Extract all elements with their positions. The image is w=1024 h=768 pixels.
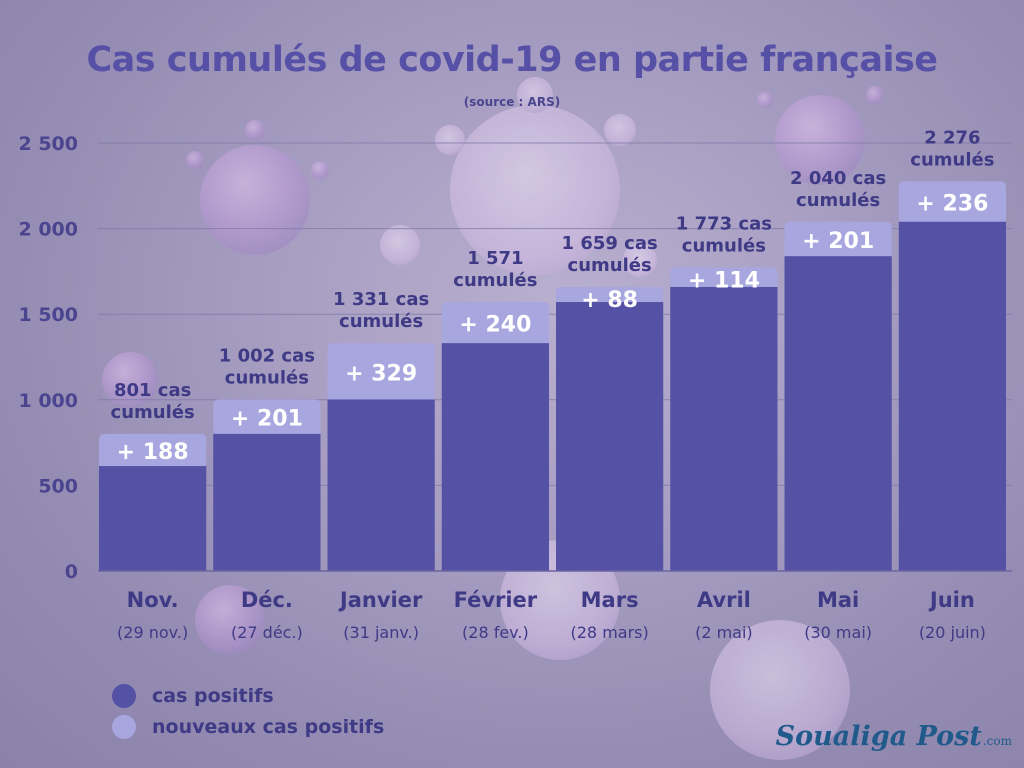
chart-legend: cas positifs nouveaux cas positifs xyxy=(112,680,384,742)
bar-segment-nouveaux-cas xyxy=(670,267,778,291)
x-category-date: (20 juin) xyxy=(919,623,986,642)
x-category-label: Juin xyxy=(928,588,975,612)
bar-segment-nouveaux-cas xyxy=(556,286,664,307)
y-tick-label: 0 xyxy=(65,561,78,583)
total-data-label: 2 040 cas xyxy=(790,168,886,189)
x-category-label: Déc. xyxy=(241,588,293,612)
x-category-label: Mai xyxy=(817,588,859,612)
total-data-label: 2 276 xyxy=(924,127,980,148)
total-data-label: cumulés xyxy=(568,255,652,276)
increment-data-label: + 114 xyxy=(688,268,760,293)
increment-data-label: + 236 xyxy=(916,192,988,217)
logo-wordmark: Soualiga Post xyxy=(775,721,982,752)
increment-data-label: + 188 xyxy=(117,440,189,465)
legend-item-nouveaux-cas: nouveaux cas positifs xyxy=(112,711,384,742)
legend-item-cas-positifs: cas positifs xyxy=(112,680,384,711)
bar-segment-cas-positifs xyxy=(898,221,1006,571)
logo-domain-suffix: .com xyxy=(982,734,1012,748)
bar-segment-cas-positifs xyxy=(327,399,435,571)
bar-segment-nouveaux-cas xyxy=(327,343,435,404)
total-data-label: cumulés xyxy=(111,402,195,423)
bar-segment-nouveaux-cas xyxy=(99,433,207,471)
x-category-label: Mars xyxy=(581,588,639,612)
y-tick-label: 1 000 xyxy=(19,390,79,412)
bar-segment-cas-positifs xyxy=(556,302,664,571)
bar-segment-cas-positifs xyxy=(670,286,778,571)
x-category-date: (31 janv.) xyxy=(343,623,419,642)
total-data-label: 1 571 xyxy=(467,248,523,269)
total-data-label: cumulés xyxy=(796,190,880,211)
total-data-label: 1 002 cas xyxy=(219,345,315,366)
increment-data-label: + 240 xyxy=(459,313,531,338)
legend-swatch-nouveaux-cas xyxy=(112,714,136,739)
bar-segment-cas-positifs xyxy=(99,466,207,571)
legend-swatch-cas-positifs xyxy=(112,683,136,708)
total-data-label: cumulés xyxy=(682,235,766,256)
bar-segment-cas-positifs xyxy=(784,256,892,571)
total-data-label: cumulés xyxy=(910,149,994,170)
increment-data-label: + 329 xyxy=(345,361,417,386)
x-category-label: Février xyxy=(454,588,538,612)
total-data-label: cumulés xyxy=(453,270,537,291)
x-category-label: Janvier xyxy=(338,588,423,612)
total-data-label: cumulés xyxy=(339,311,423,332)
x-category-date: (29 nov.) xyxy=(117,623,188,642)
bar-segment-nouveaux-cas xyxy=(898,181,1006,226)
increment-data-label: + 201 xyxy=(231,407,303,432)
bar-segment-cas-positifs xyxy=(441,343,549,571)
x-category-label: Avril xyxy=(697,588,751,612)
soualiga-post-logo[interactable]: Soualiga Post .com xyxy=(776,721,1012,752)
y-tick-label: 1 500 xyxy=(19,304,79,326)
x-category-date: (28 fev.) xyxy=(462,623,529,642)
increment-data-label: + 88 xyxy=(581,288,638,313)
total-data-label: 1 659 cas xyxy=(562,233,658,254)
increment-data-label: + 201 xyxy=(802,229,874,254)
total-data-label: cumulés xyxy=(225,367,309,388)
legend-label-cas-positifs: cas positifs xyxy=(152,684,274,707)
total-data-label: 1 331 cas xyxy=(333,289,429,310)
x-category-date: (2 mai) xyxy=(695,623,753,642)
y-tick-label: 2 000 xyxy=(19,219,79,241)
y-tick-label: 500 xyxy=(38,475,78,497)
x-category-date: (30 mai) xyxy=(804,623,872,642)
bar-segment-nouveaux-cas xyxy=(784,221,892,261)
x-category-date: (27 déc.) xyxy=(231,623,303,642)
legend-label-nouveaux-cas: nouveaux cas positifs xyxy=(152,715,385,738)
x-category-date: (28 mars) xyxy=(571,623,649,642)
bar-segment-cas-positifs xyxy=(213,433,321,571)
total-data-label: 1 773 cas xyxy=(676,213,772,234)
chart-source: (source : ARS) xyxy=(463,95,561,109)
total-data-label: 801 cas xyxy=(114,380,191,401)
y-tick-label: 2 500 xyxy=(19,133,79,155)
bar-segment-nouveaux-cas xyxy=(441,302,549,348)
bar-segment-nouveaux-cas xyxy=(213,399,321,438)
chart-title: Cas cumulés de covid-19 en partie frança… xyxy=(86,40,938,80)
x-category-label: Nov. xyxy=(127,588,179,612)
